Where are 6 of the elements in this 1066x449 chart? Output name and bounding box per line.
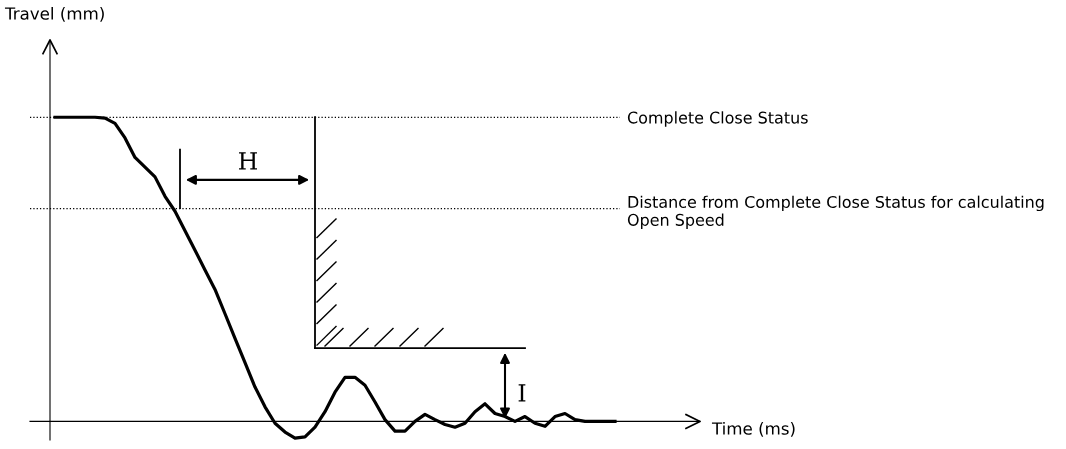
annotation: I — [518, 384, 526, 402]
text: Travel (mm) — [4, 6, 104, 22]
ref-line-label: Distance from Complete Close Status for calculating Open Speed — [627, 195, 1044, 229]
text: Time (ms) — [711, 421, 795, 437]
ref-line-label: Complete Close Status — [627, 111, 808, 127]
annotation: H — [239, 152, 257, 170]
